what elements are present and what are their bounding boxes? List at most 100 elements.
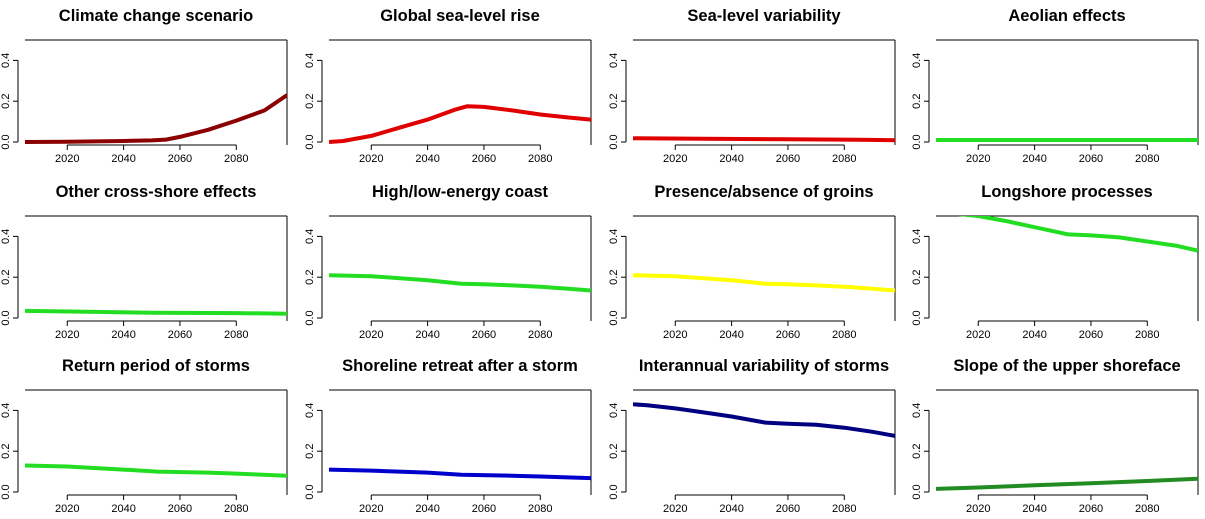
x-tick-label: 2040: [1022, 503, 1046, 515]
y-tick-label: 0.0: [911, 310, 923, 325]
x-tick-label: 2060: [1079, 329, 1103, 341]
x-tick-label: 2060: [776, 153, 800, 165]
panel-title: Shoreline retreat after a storm: [342, 357, 578, 375]
x-tick-label: 2020: [359, 329, 383, 341]
x-tick-label: 2040: [111, 503, 135, 515]
panel-10: Shoreline retreat after a storm 0.0 0.2 0.4…: [304, 357, 592, 515]
panel-title: Global sea-level rise: [380, 7, 540, 25]
y-tick-label: 0.0: [304, 484, 316, 499]
y-tick-label: 0.0: [608, 484, 620, 499]
y-tick-label: 0.4: [304, 403, 316, 418]
x-tick-label: 2040: [415, 503, 439, 515]
y-tick-label: 0.4: [911, 53, 923, 68]
y-tick-label: 0.0: [304, 310, 316, 325]
x-tick-label: 2040: [719, 503, 743, 515]
x-tick-label: 2020: [663, 153, 687, 165]
y-tick-label: 0.2: [608, 444, 620, 459]
x-tick-label: 2020: [966, 329, 990, 341]
x-tick-label: 2080: [832, 153, 856, 165]
x-tick-label: 2040: [719, 153, 743, 165]
panel-title: Longshore processes: [981, 183, 1152, 201]
y-tick-label: 0.2: [304, 444, 316, 459]
series-line: [633, 136, 895, 143]
y-tick-label: 0.2: [608, 94, 620, 109]
x-tick-label: 2060: [168, 153, 192, 165]
panel-11: Interannual variability of storms 0.0 0.2 0…: [608, 357, 896, 515]
panel-title: Return period of storms: [62, 357, 250, 375]
y-tick-label: 0.2: [304, 94, 316, 109]
x-tick-label: 2020: [55, 503, 79, 515]
x-tick-label: 2060: [168, 503, 192, 515]
x-tick-label: 2080: [224, 153, 248, 165]
panel-7: Presence/absence of groins 0.0 0.2 0.4 2020 2…: [608, 183, 896, 341]
series-line: [25, 463, 287, 478]
y-tick-label: 0.0: [0, 484, 12, 499]
y-tick-label: 0.0: [608, 310, 620, 325]
y-tick-label: 0.4: [608, 403, 620, 418]
y-tick-label: 0.2: [911, 444, 923, 459]
x-tick-label: 2060: [168, 329, 192, 341]
series-line: [957, 216, 1198, 253]
panel-title: Climate change scenario: [59, 7, 253, 25]
y-tick-label: 0.0: [0, 310, 12, 325]
panel-5: Other cross-shore effects 0.0 0.2 0.4 2020 20…: [0, 183, 288, 341]
series-line: [633, 273, 895, 293]
y-tick-label: 0.0: [911, 134, 923, 149]
x-tick-label: 2080: [832, 503, 856, 515]
x-tick-label: 2060: [1079, 153, 1103, 165]
y-tick-label: 0.4: [608, 229, 620, 244]
y-tick-label: 0.4: [911, 403, 923, 418]
panel-9: Return period of storms 0.0 0.2 0.4 2020 2040…: [0, 357, 288, 515]
x-tick-label: 2080: [528, 153, 552, 165]
panel-6: High/low-energy coast 0.0 0.2 0.4 2020 2040 20…: [304, 183, 592, 341]
x-tick-label: 2060: [472, 153, 496, 165]
y-tick-label: 0.4: [608, 53, 620, 68]
y-tick-label: 0.0: [911, 484, 923, 499]
series-line: [25, 93, 287, 144]
x-tick-label: 2040: [1022, 153, 1046, 165]
x-tick-label: 2080: [1135, 329, 1159, 341]
x-tick-label: 2080: [528, 503, 552, 515]
x-tick-label: 2020: [359, 153, 383, 165]
x-tick-label: 2040: [415, 153, 439, 165]
y-tick-label: 0.2: [0, 270, 12, 285]
x-tick-label: 2060: [472, 329, 496, 341]
y-tick-label: 0.2: [304, 270, 316, 285]
x-tick-label: 2040: [719, 329, 743, 341]
x-tick-label: 2080: [528, 329, 552, 341]
panel-title: Aeolian effects: [1008, 7, 1125, 25]
y-tick-label: 0.2: [0, 94, 12, 109]
panel-title: Sea-level variability: [687, 7, 841, 25]
y-tick-label: 0.4: [304, 229, 316, 244]
x-tick-label: 2080: [224, 329, 248, 341]
x-tick-label: 2080: [224, 503, 248, 515]
x-tick-label: 2020: [55, 153, 79, 165]
panel-1: Climate change scenario 0.0 0.2 0.4 2020 2040…: [0, 7, 288, 165]
series-line: [25, 308, 287, 316]
x-tick-label: 2060: [472, 503, 496, 515]
x-tick-label: 2040: [1022, 329, 1046, 341]
y-tick-label: 0.0: [0, 134, 12, 149]
y-tick-label: 0.4: [911, 229, 923, 244]
x-tick-label: 2080: [832, 329, 856, 341]
y-tick-label: 0.4: [0, 229, 12, 244]
panel-2: Global sea-level rise 0.0 0.2 0.4 2020 2040 20…: [304, 7, 592, 165]
x-tick-label: 2020: [966, 503, 990, 515]
panel-title: Slope of the upper shoreface: [953, 357, 1180, 375]
x-tick-label: 2060: [1079, 503, 1103, 515]
x-tick-label: 2040: [111, 153, 135, 165]
y-tick-label: 0.4: [0, 403, 12, 418]
y-tick-label: 0.2: [608, 270, 620, 285]
series-line: [633, 402, 895, 438]
x-tick-label: 2060: [776, 503, 800, 515]
series-line: [329, 104, 591, 144]
y-tick-label: 0.2: [0, 444, 12, 459]
series-line: [329, 273, 591, 293]
panel-title: Other cross-shore effects: [56, 183, 257, 201]
y-tick-label: 0.2: [911, 270, 923, 285]
panel-4: Aeolian effects 0.0 0.2 0.4 2020 2040 2060 2080: [911, 7, 1199, 165]
x-tick-label: 2080: [1135, 503, 1159, 515]
x-tick-label: 2020: [359, 503, 383, 515]
series-line: [329, 467, 591, 481]
